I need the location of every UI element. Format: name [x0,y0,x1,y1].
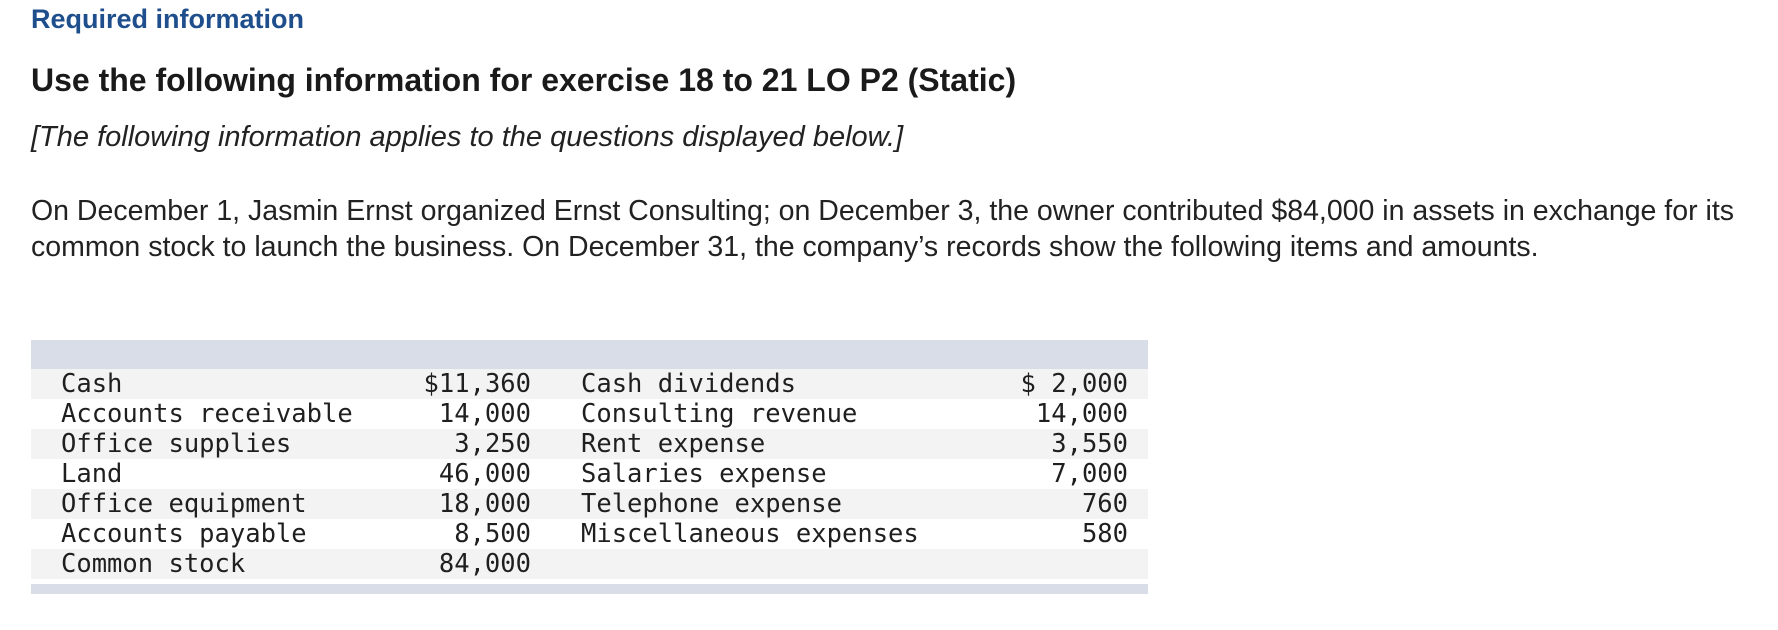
left-account-label: Accounts receivable [61,399,353,429]
right-account-label: Miscellaneous expenses [581,519,919,549]
table-row: Accounts receivable 14,000 Consulting re… [31,399,1148,429]
right-account-amount: 760 [1001,489,1148,519]
table-row: Office supplies 3,250 Rent expense 3,550 [31,429,1148,459]
right-account-amount: 14,000 [1035,399,1128,429]
left-account-amount: 84,000 [361,549,531,579]
table-top-band [31,340,1148,369]
applies-note: [The following information applies to th… [31,121,904,153]
right-account-label: Consulting revenue [581,399,858,429]
exercise-heading: Use the following information for exerci… [31,62,1017,98]
right-account-label: Salaries expense [581,459,827,489]
left-account-label: Cash [31,369,361,399]
table-row: Office equipment 18,000 Telephone expens… [31,489,1148,519]
right-account-amount [1001,549,1148,579]
left-account-amount: 18,000 [361,489,531,519]
right-account-label: Telephone expense [581,489,1001,519]
left-account-label: Land [61,459,123,489]
left-account-label: Office equipment [31,489,361,519]
left-account-label: Accounts payable [61,519,307,549]
table-bottom-band [31,584,1148,594]
table-row: Common stock 84,000 [31,549,1148,579]
accounts-ledger: Cash $11,360 Cash dividends $ 2,000 Acco… [31,369,1148,579]
table-row: Land 46,000 Salaries expense 7,000 [31,459,1148,489]
right-account-label: Rent expense [581,429,1001,459]
table-row: Cash $11,360 Cash dividends $ 2,000 [31,369,1148,399]
table-row: Accounts payable 8,500 Miscellaneous exp… [31,519,1148,549]
right-account-amount: 3,550 [1001,429,1148,459]
right-account-label [581,549,1001,579]
left-account-amount: 46,000 [438,459,531,489]
left-account-label: Common stock [31,549,361,579]
accounts-table: Cash $11,360 Cash dividends $ 2,000 Acco… [31,340,1148,594]
left-account-amount: 3,250 [361,429,531,459]
right-account-amount: 580 [1081,519,1128,549]
right-account-amount: 7,000 [1051,459,1128,489]
right-account-label: Cash dividends [581,369,1001,399]
left-account-amount: $11,360 [361,369,531,399]
scenario-paragraph: On December 1, Jasmin Ernst organized Er… [31,195,1734,263]
required-information-title: Required information [31,4,305,34]
left-account-amount: 8,500 [454,519,531,549]
left-account-label: Office supplies [31,429,361,459]
right-account-amount: $ 2,000 [1001,369,1148,399]
left-account-amount: 14,000 [438,399,531,429]
